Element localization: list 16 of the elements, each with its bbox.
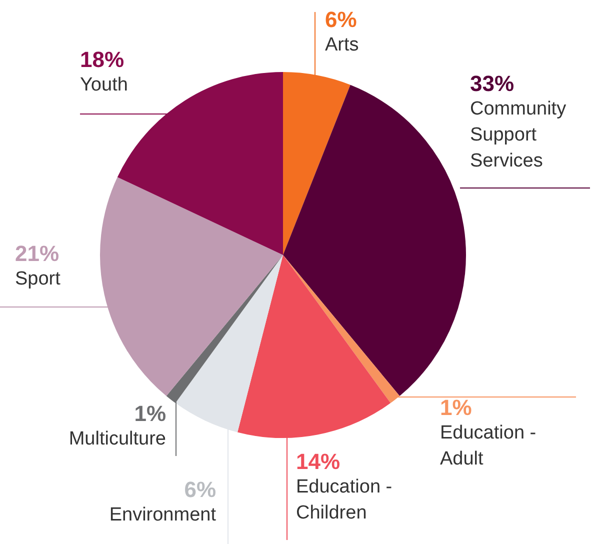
data-label: 18% <box>80 47 124 72</box>
data-label: 1% <box>440 395 472 420</box>
data-label: 6% <box>325 7 357 32</box>
slice-label: Community Support Services <box>470 98 567 172</box>
slice-label: Environment <box>109 504 217 526</box>
slice-label: Education - Children <box>296 476 392 524</box>
data-label: 33% <box>470 71 514 96</box>
data-label: 21% <box>15 241 60 266</box>
slice-label: Multiculture <box>68 428 166 450</box>
data-label: 1% <box>134 401 166 426</box>
slice-label: Youth <box>80 74 128 96</box>
data-label: 6% <box>184 477 216 502</box>
slice-label: Education - Adult <box>440 422 536 470</box>
slice-label: Arts <box>325 34 359 56</box>
data-label: 14% <box>296 449 340 474</box>
slice-label: Sport <box>15 268 62 290</box>
